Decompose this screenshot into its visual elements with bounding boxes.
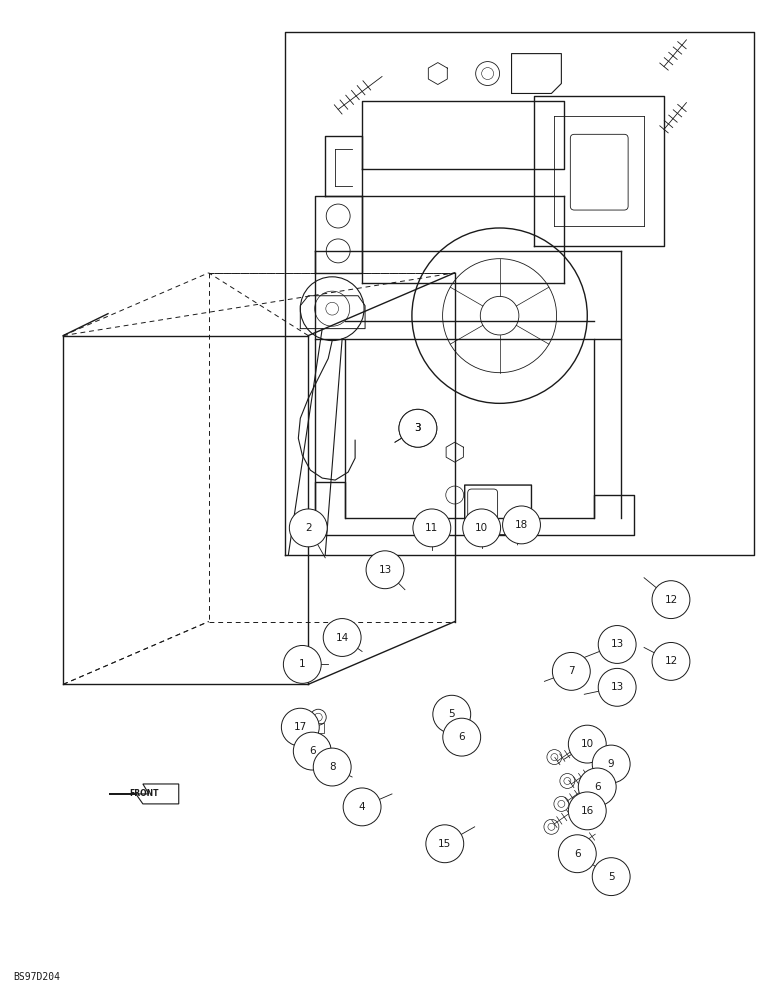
- Text: 5: 5: [608, 872, 615, 882]
- Text: 8: 8: [329, 762, 336, 772]
- Text: 5: 5: [449, 709, 455, 719]
- Circle shape: [426, 825, 464, 863]
- Circle shape: [293, 732, 331, 770]
- Text: 13: 13: [611, 639, 624, 649]
- Circle shape: [399, 409, 437, 447]
- Text: 16: 16: [581, 806, 594, 816]
- Circle shape: [598, 668, 636, 706]
- Text: 1: 1: [299, 659, 306, 669]
- Circle shape: [413, 509, 451, 547]
- Text: 6: 6: [309, 746, 316, 756]
- Text: 3: 3: [415, 423, 422, 433]
- Circle shape: [462, 509, 500, 547]
- Circle shape: [578, 768, 616, 806]
- Text: 4: 4: [359, 802, 365, 812]
- Circle shape: [592, 745, 630, 783]
- Circle shape: [503, 506, 540, 544]
- Text: 17: 17: [293, 722, 307, 732]
- Circle shape: [313, 748, 351, 786]
- Bar: [317, 753, 328, 763]
- Text: 10: 10: [475, 523, 488, 533]
- Text: 14: 14: [336, 633, 349, 643]
- Text: FRONT: FRONT: [129, 789, 158, 798]
- Text: 12: 12: [665, 595, 678, 605]
- Text: 12: 12: [665, 656, 678, 666]
- Polygon shape: [109, 784, 179, 804]
- Circle shape: [366, 551, 404, 589]
- Text: 13: 13: [611, 682, 624, 692]
- Circle shape: [598, 626, 636, 663]
- Text: 3: 3: [415, 423, 422, 433]
- Circle shape: [433, 695, 471, 733]
- Text: 6: 6: [594, 782, 601, 792]
- Text: 2: 2: [305, 523, 312, 533]
- Circle shape: [399, 409, 437, 447]
- Text: 11: 11: [425, 523, 438, 533]
- Circle shape: [344, 788, 381, 826]
- Circle shape: [283, 645, 321, 683]
- Circle shape: [592, 858, 630, 896]
- Circle shape: [568, 725, 606, 763]
- Text: 15: 15: [438, 839, 452, 849]
- Circle shape: [558, 835, 596, 873]
- Circle shape: [652, 642, 690, 680]
- Circle shape: [443, 718, 481, 756]
- Text: 9: 9: [608, 759, 615, 769]
- Circle shape: [290, 509, 327, 547]
- Circle shape: [652, 581, 690, 619]
- Text: 6: 6: [574, 849, 581, 859]
- Bar: [312, 723, 324, 733]
- Circle shape: [568, 792, 606, 830]
- Text: 13: 13: [378, 565, 391, 575]
- Circle shape: [553, 652, 591, 690]
- Circle shape: [281, 708, 320, 746]
- Text: 6: 6: [459, 732, 465, 742]
- Text: BS97D204: BS97D204: [13, 972, 60, 982]
- Text: 7: 7: [568, 666, 574, 676]
- Text: 10: 10: [581, 739, 594, 749]
- Circle shape: [323, 619, 361, 656]
- Text: 18: 18: [515, 520, 528, 530]
